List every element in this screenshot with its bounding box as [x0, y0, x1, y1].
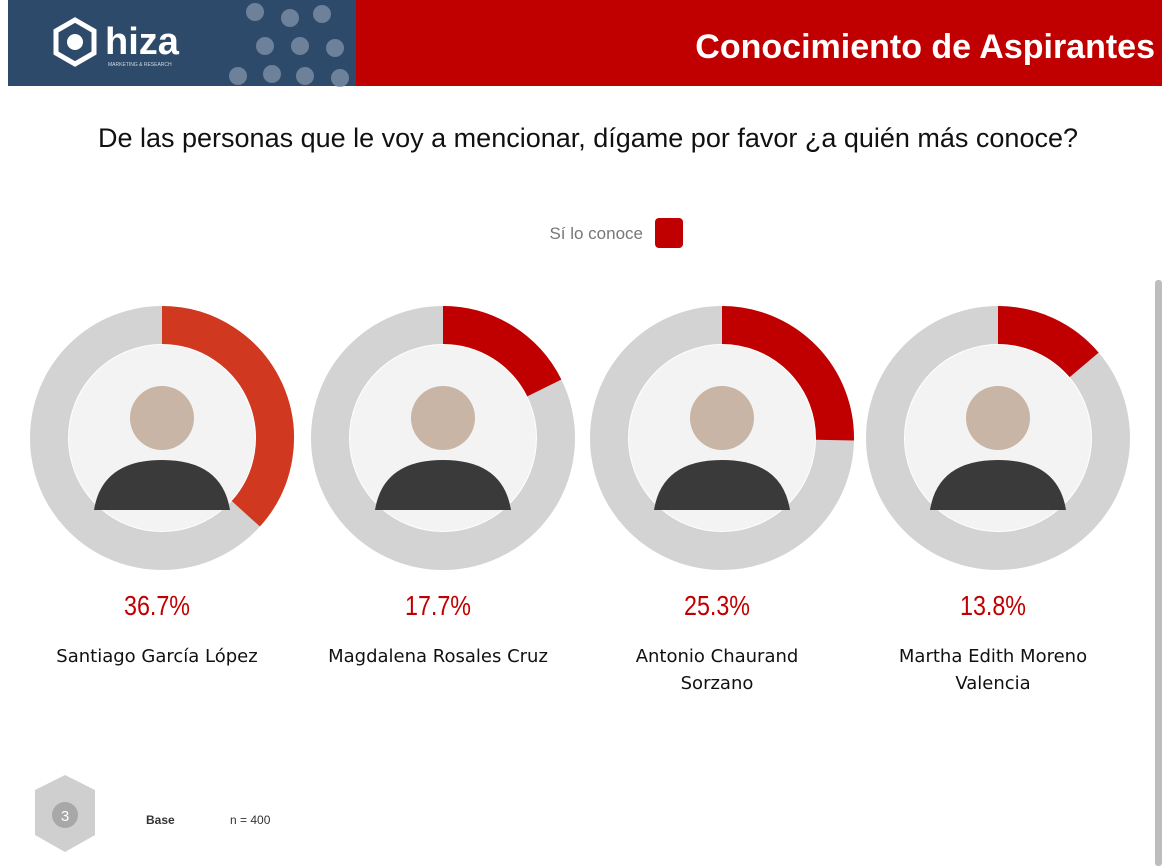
donut-segment — [442, 306, 562, 397]
photo-body — [94, 460, 230, 510]
logo-icon-core — [67, 34, 83, 50]
slide-title: Conocimiento de Aspirantes — [695, 28, 1155, 66]
footer-logo-core — [52, 802, 78, 828]
donut-segment — [161, 306, 294, 527]
photo-head — [130, 386, 194, 450]
logo-icon — [53, 17, 97, 67]
brand: hiza — [105, 21, 180, 63]
photo-body — [654, 460, 790, 510]
value-label: 17.7% — [405, 590, 471, 621]
donut-segment — [721, 306, 854, 441]
question: De las personas que le voy a mencionar, … — [98, 123, 1078, 153]
page-number: 3 — [61, 808, 69, 825]
photo-head — [411, 386, 475, 450]
candidate-name: Martha Edith Moreno Valencia — [898, 646, 1088, 694]
donut-segment — [997, 306, 1099, 378]
photo-head — [966, 386, 1030, 450]
tagline: MARKETING & RESEARCH — [108, 62, 172, 68]
photo-body — [930, 460, 1066, 510]
scrollbar — [1155, 280, 1162, 866]
legend-label: Sí lo conoce — [549, 224, 643, 243]
base-label: Base — [146, 813, 175, 827]
photo-head — [690, 386, 754, 450]
value-label: 36.7% — [124, 590, 190, 621]
title-band — [356, 0, 1162, 86]
value-label: 25.3% — [684, 590, 750, 621]
candidate-name: Antonio Chaurand Sorzano — [635, 646, 799, 694]
pattern — [229, 3, 349, 87]
candidate-name: Magdalena Rosales Cruz — [328, 646, 548, 667]
legend-swatch — [655, 218, 683, 248]
base-value: n = 400 — [230, 813, 271, 827]
candidate-name: Santiago García López — [56, 646, 258, 667]
photo-body — [375, 460, 511, 510]
value-label: 13.8% — [960, 590, 1026, 621]
